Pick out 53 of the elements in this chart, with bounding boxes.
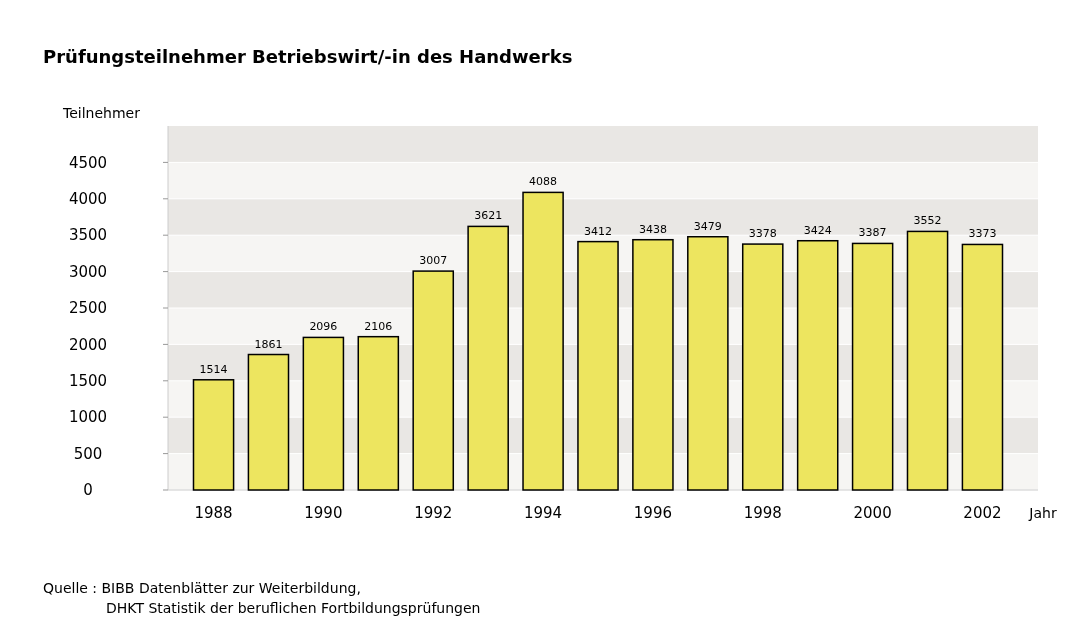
bar — [851, 242, 894, 491]
y-tick-label: 4500 — [68, 153, 108, 172]
x-tick-label: 1988 — [194, 504, 233, 522]
data-label: 3479 — [693, 219, 722, 233]
y-tick-label: 500 — [73, 444, 103, 463]
data-label: 3438 — [638, 222, 667, 236]
bar — [412, 270, 455, 491]
y-tick-label: 3000 — [68, 262, 108, 281]
bar — [961, 243, 1004, 491]
data-label: 1514 — [199, 362, 228, 376]
y-tick-label: 3500 — [68, 226, 108, 245]
bar — [302, 336, 345, 491]
y-tick-label: 0 — [83, 481, 93, 500]
data-label: 3412 — [584, 224, 612, 238]
bar — [247, 353, 290, 491]
x-tick-label: 2000 — [853, 504, 892, 522]
x-tick-label: 1990 — [304, 504, 343, 522]
chart-title: Prüfungsteilnehmer Betriebswirt/-in des Handwerks — [43, 46, 573, 67]
data-label: 3373 — [968, 227, 997, 241]
data-label: 3007 — [419, 254, 448, 268]
data-label: 2096 — [309, 320, 338, 334]
data-label: 4088 — [529, 175, 558, 189]
data-label: 3387 — [858, 226, 887, 240]
bar — [467, 225, 509, 491]
text: DHKT Statistik der beruflichen Fortbildungsprüfungen — [106, 600, 481, 616]
data-label: 1861 — [254, 337, 283, 351]
data-label: 3378 — [748, 227, 777, 241]
bar — [357, 335, 400, 491]
data-label: 3621 — [474, 209, 503, 223]
x-tick-label: 1996 — [633, 504, 673, 522]
bar — [192, 379, 235, 491]
bar — [632, 238, 674, 491]
x-tick-label: 1992 — [414, 504, 453, 522]
data-label: 3424 — [803, 223, 832, 237]
bar — [741, 243, 784, 491]
y-tick-label: 4000 — [68, 190, 108, 209]
source-note: Quelle : BIBB Datenblätter zur Weiterbildung, — [43, 580, 361, 596]
y-tick-label: 2500 — [68, 299, 108, 318]
bar — [796, 239, 839, 491]
x-tick-label: 2002 — [963, 504, 1002, 522]
y-tick-label: 1500 — [68, 372, 108, 391]
data-label: 2106 — [364, 319, 393, 333]
y-tick-label: 2000 — [68, 335, 108, 354]
bar — [522, 191, 564, 491]
y-axis-title: Teilnehmer — [62, 105, 141, 121]
bar — [906, 230, 949, 491]
data-label: 3552 — [913, 214, 942, 228]
bar — [687, 235, 729, 491]
bar — [577, 240, 619, 491]
x-tick-label: 1998 — [743, 504, 782, 522]
y-tick-label: 1000 — [68, 408, 108, 427]
x-tick-label: 1994 — [523, 504, 563, 522]
x-axis-title: Jahr — [1028, 505, 1057, 521]
